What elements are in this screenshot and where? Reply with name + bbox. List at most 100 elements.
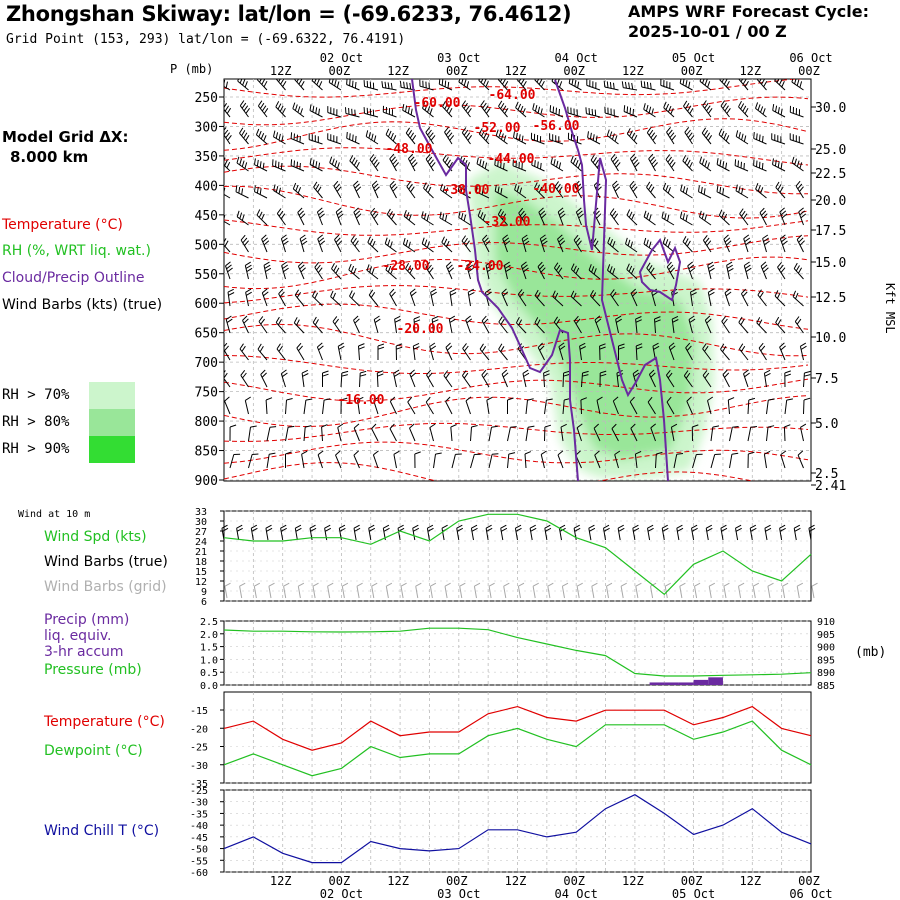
- dewpoint-line: [223, 720, 812, 777]
- surface-wind-barb-true: [764, 524, 772, 541]
- surface-wind-barb-true: [617, 524, 625, 541]
- surface-wind-barb-grid: [488, 582, 495, 599]
- wind-barb: [679, 79, 693, 91]
- wind-barb: [312, 316, 323, 334]
- bottom-time-label: 00Z: [798, 874, 820, 888]
- surface-wind-barb-grid: [429, 582, 437, 599]
- wind-barb: [585, 107, 601, 118]
- wind-barb: [285, 398, 293, 415]
- wind-barb: [799, 342, 807, 361]
- wind-barb: [522, 369, 530, 388]
- wind-barb: [272, 159, 286, 172]
- precip-y-tick-label: 2.5: [200, 617, 218, 628]
- wind-barb: [406, 181, 416, 199]
- wind-barb: [405, 127, 417, 145]
- wind-barb: [244, 261, 253, 280]
- surface-wind-barb-true: [412, 524, 420, 541]
- wind-barb: [371, 180, 380, 199]
- wind-barb: [630, 288, 638, 307]
- wind-barb: [544, 424, 552, 442]
- wind-barb: [317, 450, 324, 469]
- temperature-contour-line: [224, 219, 809, 236]
- wind-barb: [348, 263, 360, 280]
- wind-barb: [363, 107, 379, 118]
- wind-barb: [301, 369, 309, 388]
- precip-y-tick-label: 0.0: [200, 681, 218, 692]
- wind-barb: [629, 396, 638, 415]
- temperature-contour-line: [224, 441, 809, 464]
- precip-y-tick-label: 2.0: [200, 630, 218, 641]
- wind-barb: [461, 127, 473, 145]
- windchill-y-tick-label: -55: [190, 856, 208, 867]
- pressure-y-tick-label: 910: [817, 617, 835, 628]
- wind-barb: [331, 262, 342, 280]
- wind-barb: [537, 261, 546, 280]
- wind-barb: [775, 181, 786, 199]
- wind-barb: [265, 397, 273, 415]
- wind-barb: [743, 234, 752, 253]
- legend-rh: RH (%, WRT liq. wat.): [2, 243, 151, 259]
- wind-barb: [369, 154, 380, 172]
- wind-barb: [439, 211, 453, 226]
- wind-barb: [488, 453, 499, 469]
- wind-barb: [557, 450, 564, 469]
- wind-barb: [303, 425, 312, 442]
- wind-barb: [440, 183, 453, 199]
- wind-barb: [647, 396, 656, 415]
- wind-barb: [635, 316, 642, 334]
- wind-speed-line: [223, 513, 812, 596]
- wind-barb: [461, 370, 471, 388]
- wind-barb: [514, 183, 527, 199]
- wind-y-tick-label: 18: [195, 557, 207, 568]
- rh80-region: [495, 190, 695, 460]
- wind-barb: [743, 369, 750, 388]
- wind-barb: [758, 342, 767, 361]
- wind-barb: [353, 423, 360, 442]
- wind-barb: [297, 207, 306, 226]
- wind-barb: [534, 182, 545, 199]
- wind-barb: [443, 370, 453, 388]
- wind-barb: [346, 131, 360, 145]
- legend-cloud-outline: Cloud/Precip Outline: [2, 270, 145, 286]
- wind-barb: [332, 316, 342, 334]
- kft-tick-label: 5.0: [815, 417, 838, 432]
- wind-barb: [345, 107, 360, 118]
- wind-barb: [720, 343, 730, 361]
- wind-barb: [426, 369, 434, 388]
- temperature-contour-line: [224, 185, 809, 219]
- wind-barb: [800, 423, 807, 442]
- wind-barb: [772, 158, 786, 172]
- wind-barb: [666, 126, 677, 145]
- precip-bar: [708, 677, 723, 685]
- pressure-tick-label: 350: [195, 150, 218, 165]
- wind-barb: [257, 100, 269, 118]
- kft-tick-label: 2.5: [815, 467, 838, 482]
- wind-barb: [245, 288, 252, 307]
- wind-barb: [525, 425, 535, 442]
- top-time-label: 00Z: [446, 64, 468, 78]
- temperature-contour-line: [224, 422, 809, 442]
- wind-barb: [599, 343, 606, 361]
- wind-barb: [611, 423, 619, 442]
- bottom-date-label: 04 Oct: [555, 887, 598, 900]
- wind-barb: [327, 133, 342, 145]
- wind-y-tick-label: 24: [195, 537, 207, 548]
- wind-barb: [479, 343, 490, 361]
- wind-barb: [632, 369, 640, 388]
- cloud-outline-1: [411, 79, 579, 481]
- wind-barb: [425, 396, 434, 415]
- windchill-y-tick-label: -30: [190, 798, 208, 809]
- cloud-outline-group: [411, 79, 682, 481]
- windchill-y-tick-label: -45: [190, 833, 208, 844]
- kft-tick-label: 30.0: [815, 101, 846, 116]
- lower-panels-series: [223, 513, 812, 864]
- wind-barb: [273, 184, 286, 199]
- wind-barb: [239, 100, 251, 118]
- wind-barb: [224, 342, 231, 361]
- wind-barb: [328, 79, 342, 91]
- wind-barb: [346, 79, 360, 91]
- wind-barb: [481, 369, 490, 388]
- surface-wind-barb-true: [544, 524, 552, 541]
- wind-barb: [520, 261, 529, 280]
- wind-barb: [273, 130, 286, 145]
